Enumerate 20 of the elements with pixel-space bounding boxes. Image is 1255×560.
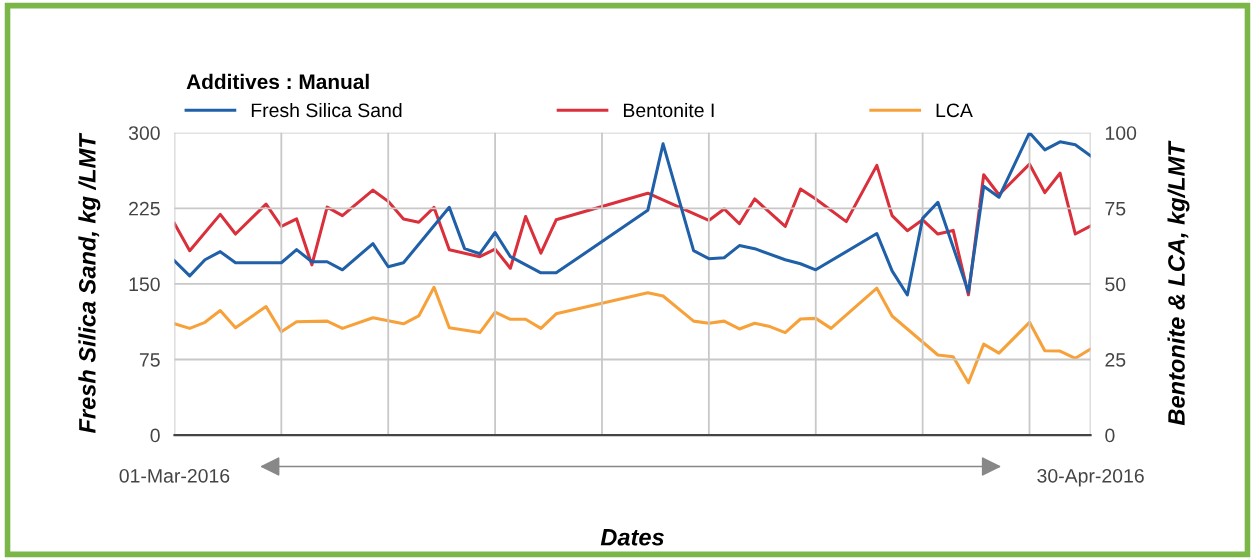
legend-label: Bentonite I xyxy=(623,102,714,118)
y-tick-label: 300 xyxy=(128,126,160,140)
y-tick-label: 225 xyxy=(129,201,160,216)
legend-label: LCA xyxy=(936,103,973,118)
x-tick-label: 30-Apr-2016 xyxy=(1037,468,1144,487)
y-axis-title: Fresh Silica Sand, kg /LMT xyxy=(78,132,101,434)
y2-tick-label: 100 xyxy=(1105,126,1137,140)
y2-axis-title: Bentonite & LCA, kg/LMT xyxy=(1167,140,1190,426)
y2-tick-label: 0 xyxy=(1105,428,1115,443)
legend-title: Additives : Manual xyxy=(186,73,369,90)
y-tick-label: 150 xyxy=(129,277,160,292)
x-axis-title: Dates xyxy=(600,529,664,546)
legend-label: Fresh Silica Sand xyxy=(251,102,402,118)
y2-tick-label: 50 xyxy=(1105,277,1126,292)
y-tick-label: 0 xyxy=(150,428,160,443)
y2-tick-label: 75 xyxy=(1105,201,1126,216)
line-series xyxy=(174,285,1091,385)
x-tick-label: 01-Mar-2016 xyxy=(119,468,230,483)
y-tick-label: 75 xyxy=(139,353,160,367)
y2-tick-label: 25 xyxy=(1105,352,1126,367)
